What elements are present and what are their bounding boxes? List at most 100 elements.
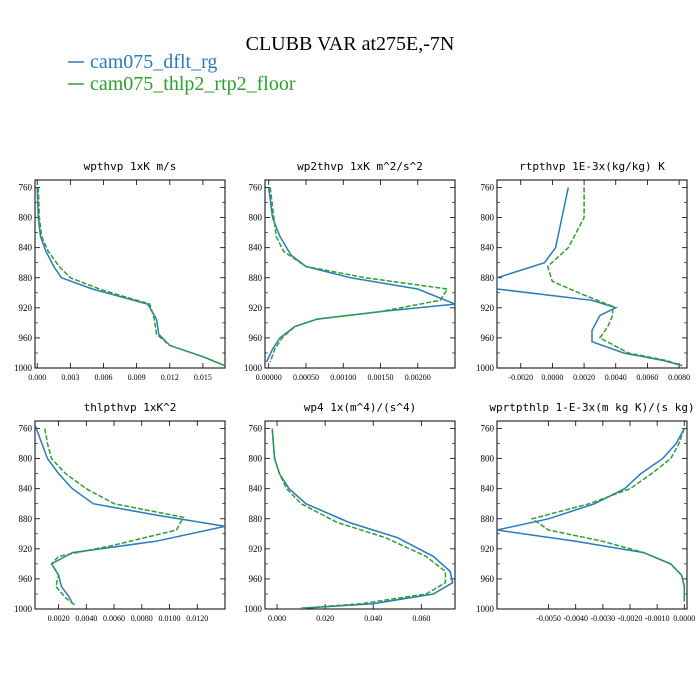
y-tick-label: 840 xyxy=(19,243,33,253)
y-tick-label: 960 xyxy=(481,574,495,584)
series-line xyxy=(36,187,225,367)
x-tick-label: 0.0020 xyxy=(573,373,595,382)
chart-panel: wpthvp 1xK m/s76080084088092096010000.00… xyxy=(14,160,226,382)
series-line xyxy=(271,428,447,609)
panel-grid: wpthvp 1xK m/s76080084088092096010000.00… xyxy=(14,160,695,623)
x-tick-label: -0.0040 xyxy=(563,614,588,623)
x-tick-label: 0.0060 xyxy=(636,373,658,382)
y-tick-label: 920 xyxy=(249,303,263,313)
plot-frame xyxy=(264,179,456,369)
y-tick-label: 800 xyxy=(19,454,33,464)
legend-label: cam075_dflt_rg xyxy=(90,51,217,73)
y-tick-label: 920 xyxy=(481,303,495,313)
y-tick-label: 1000 xyxy=(14,363,33,373)
x-tick-label: 0.009 xyxy=(128,373,146,382)
x-tick-label: -0.0030 xyxy=(591,614,616,623)
x-tick-label: 0.00150 xyxy=(367,373,393,382)
y-tick-label: 920 xyxy=(249,544,263,554)
y-tick-label: 880 xyxy=(19,273,33,283)
x-tick-label: 0.00200 xyxy=(405,373,431,382)
x-tick-label: 0.003 xyxy=(61,373,79,382)
plot-frame xyxy=(264,420,456,610)
y-tick-label: 960 xyxy=(249,333,263,343)
y-tick-label: 760 xyxy=(481,183,495,193)
series-line xyxy=(271,428,454,609)
chart-panel: wp2thvp 1xK m^2/s^2 760 800 840 880 920 960 100… xyxy=(244,160,456,382)
y-tick-label: 920 xyxy=(19,544,33,554)
x-tick-label: 0.015 xyxy=(194,373,212,382)
plot-frame xyxy=(496,420,688,610)
panel-title: wp2thvp 1xK m^2/s^2 xyxy=(297,160,423,173)
y-tick-label: 800 xyxy=(481,454,495,464)
plot-frame xyxy=(34,420,226,610)
x-tick-label: 0.0080 xyxy=(131,614,153,623)
figure-title: CLUBB VAR at275E,-7N xyxy=(246,33,455,55)
y-tick-label: 840 xyxy=(481,243,495,253)
x-tick-label: 0.040 xyxy=(364,614,382,623)
y-tick-label: 960 xyxy=(481,333,495,343)
x-tick-label: 0.012 xyxy=(161,373,179,382)
y-tick-label: 840 xyxy=(249,484,263,494)
y-tick-label: 760 xyxy=(19,183,33,193)
legend-entry: cam075_thlp2_rtp2_floor xyxy=(68,73,296,95)
x-tick-label: 0.020 xyxy=(316,614,334,623)
legend: cam075_dflt_rg cam075_thlp2_rtp2_floor xyxy=(68,51,296,95)
y-tick-label: 1000 xyxy=(476,604,495,614)
y-tick-label: 960 xyxy=(19,574,33,584)
plot-frame xyxy=(496,179,688,369)
x-tick-label: 0.00100 xyxy=(330,373,356,382)
x-tick-label: 0.000 xyxy=(268,614,286,623)
y-tick-label: 960 xyxy=(249,574,263,584)
x-tick-label: 0.0080 xyxy=(668,373,690,382)
chart-panel: rtpthvp 1E-3x(kg/kg) K 760 800 840 880 920 960… xyxy=(476,160,690,382)
panel-title: rtpthvp 1E-3x(kg/kg) K xyxy=(519,160,665,173)
plot-frame xyxy=(34,179,226,369)
y-tick-label: 760 xyxy=(481,424,495,434)
x-tick-label: 0.0000 xyxy=(541,373,563,382)
y-tick-label: 880 xyxy=(249,514,263,524)
chart-panel: wp4 1x(m^4)/(s^4) 760 800 840 880 920 960 1000 0… xyxy=(244,401,456,623)
y-tick-label: 880 xyxy=(481,514,495,524)
x-tick-label: 0.006 xyxy=(94,373,112,382)
x-tick-label: 0.0040 xyxy=(605,373,627,382)
series-line xyxy=(497,187,683,367)
x-tick-label: -0.0020 xyxy=(618,614,643,623)
y-tick-label: 760 xyxy=(19,424,33,434)
y-tick-label: 760 xyxy=(249,183,263,193)
y-tick-label: 800 xyxy=(481,213,495,223)
y-tick-label: 1000 xyxy=(244,604,263,614)
y-tick-label: 880 xyxy=(481,273,495,283)
y-tick-label: 840 xyxy=(19,484,33,494)
x-tick-label: -0.0050 xyxy=(536,614,561,623)
y-tick-label: 920 xyxy=(19,303,33,313)
legend-label: cam075_thlp2_rtp2_floor xyxy=(90,73,296,95)
y-tick-label: 840 xyxy=(249,243,263,253)
series-line xyxy=(35,424,225,605)
x-tick-label: 0.0000 xyxy=(673,614,695,623)
y-tick-label: 800 xyxy=(19,213,33,223)
x-tick-label: 0.0060 xyxy=(103,614,125,623)
x-tick-label: 0.0100 xyxy=(159,614,181,623)
y-tick-label: 880 xyxy=(19,514,33,524)
y-tick-label: 840 xyxy=(481,484,495,494)
y-tick-label: 1000 xyxy=(476,363,495,373)
x-tick-label: 0.000 xyxy=(28,373,46,382)
x-tick-label: 0.0120 xyxy=(186,614,208,623)
y-tick-label: 800 xyxy=(249,213,263,223)
y-tick-label: 920 xyxy=(481,544,495,554)
legend-entry: cam075_dflt_rg xyxy=(68,51,217,73)
series-line xyxy=(497,428,686,602)
x-tick-label: 0.060 xyxy=(412,614,430,623)
chart-panel: thlpthvp 1xK^2 760 800 840 880 920 960 1000 0.00… xyxy=(14,401,226,623)
y-tick-label: 1000 xyxy=(244,363,263,373)
x-tick-label: 0.0020 xyxy=(48,614,70,623)
x-tick-label: 0.0040 xyxy=(75,614,97,623)
series-line xyxy=(37,187,225,367)
panel-title: wp4 1x(m^4)/(s^4) xyxy=(304,401,417,414)
y-tick-label: 880 xyxy=(249,273,263,283)
chart-panel: wprtpthlp 1-E-3x(m kg K)/(s kg) 760 800 840… xyxy=(476,401,695,623)
series-line xyxy=(265,187,455,363)
panel-title: wprtpthlp 1-E-3x(m kg K)/(s kg) xyxy=(489,401,694,414)
series-line xyxy=(269,187,449,363)
